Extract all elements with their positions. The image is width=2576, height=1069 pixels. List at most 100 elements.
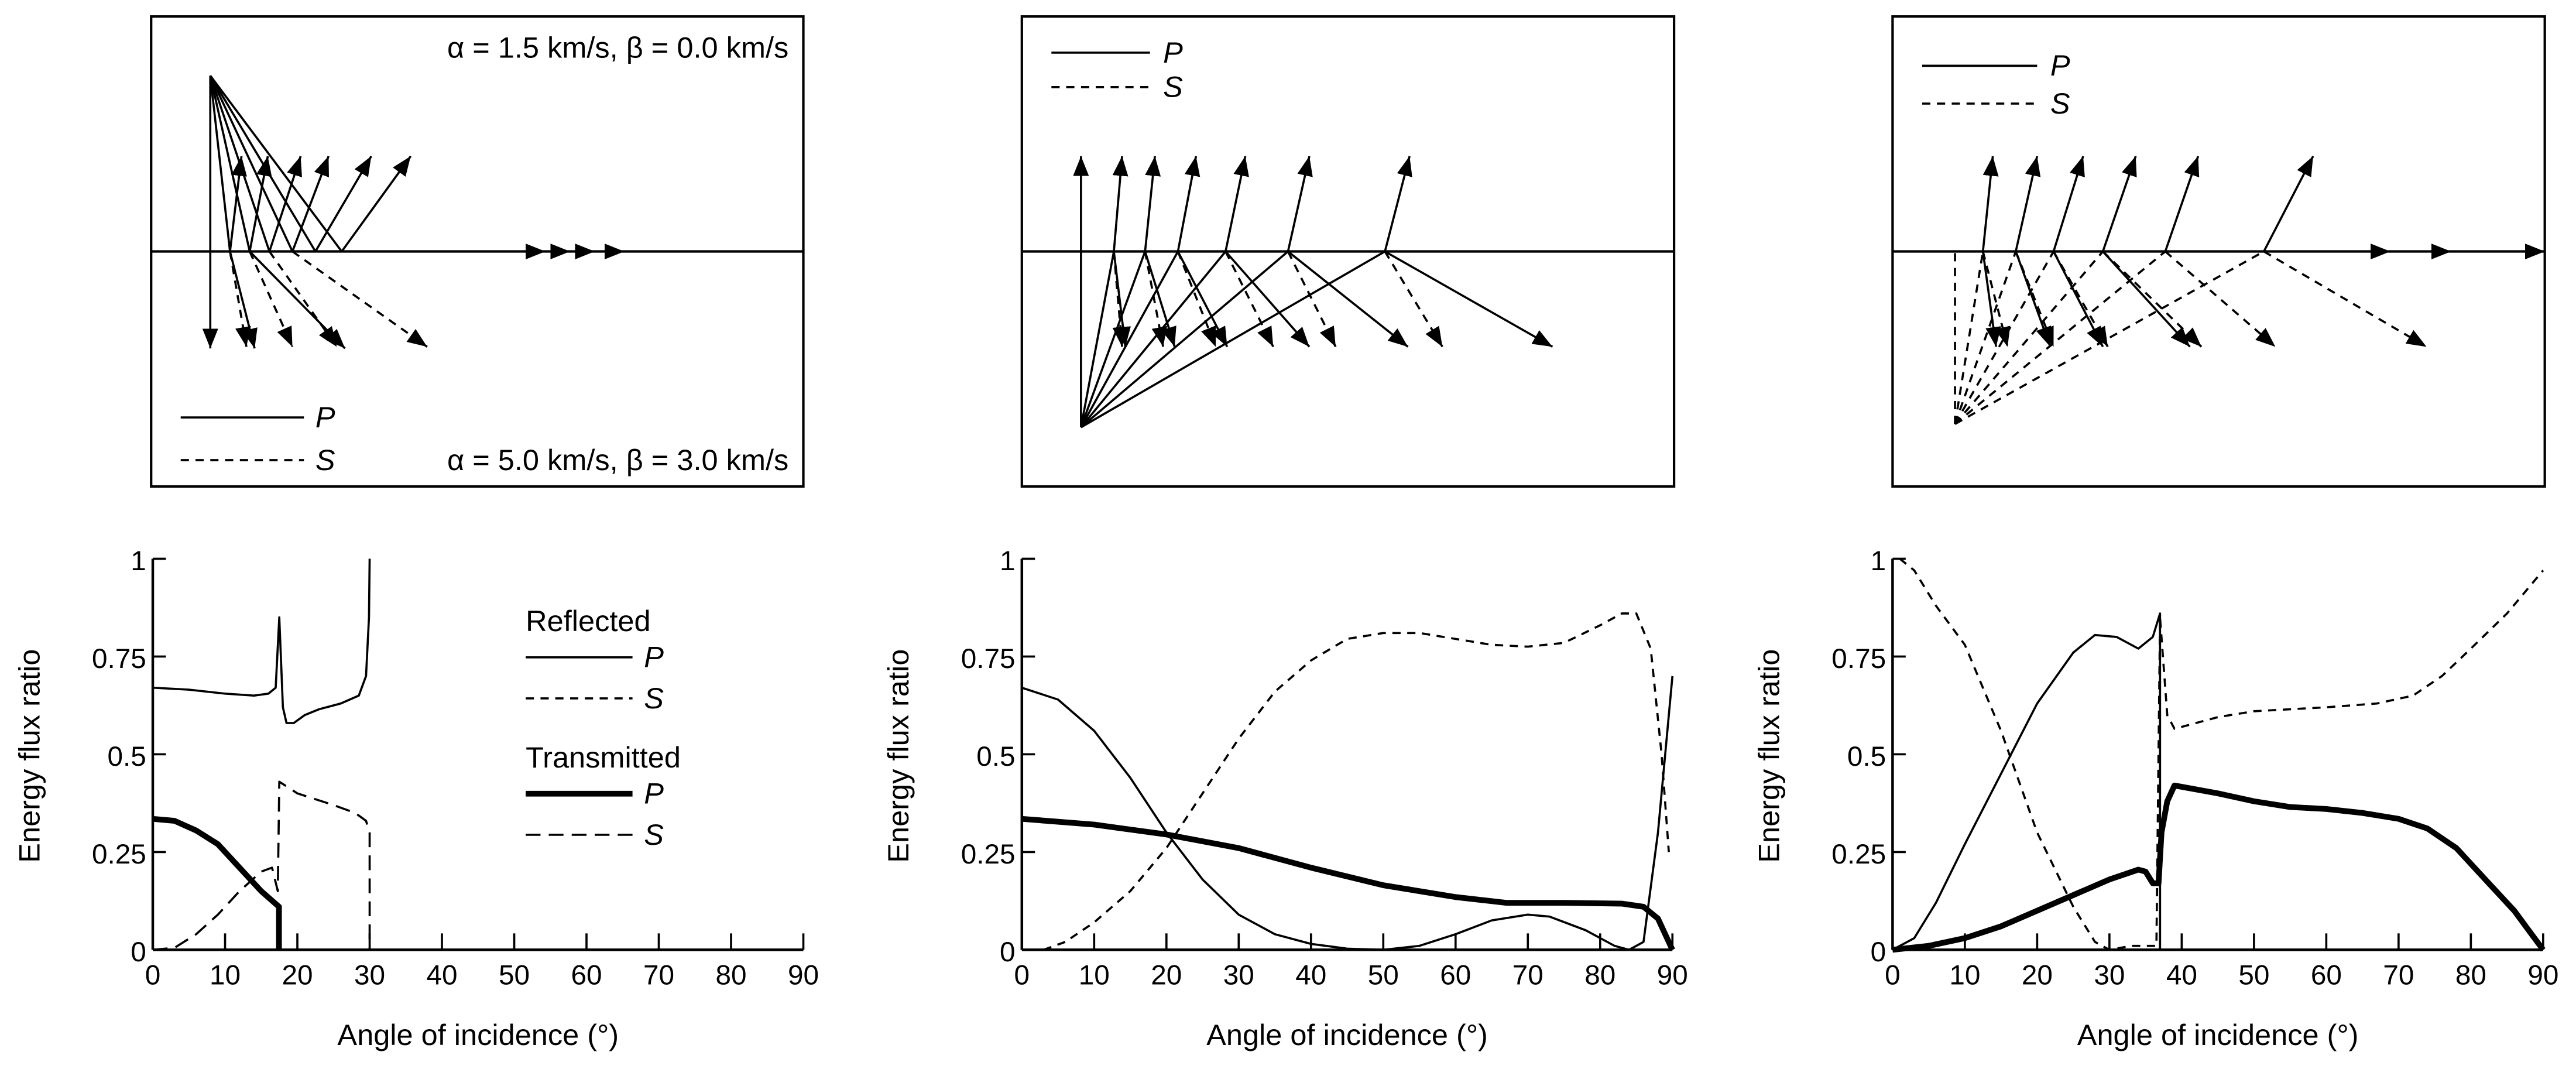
x-tick-label: 40 xyxy=(1295,960,1326,991)
x-tick-label: 20 xyxy=(1151,960,1182,991)
transmitted-p-ray xyxy=(229,251,258,349)
chart-3: 0 10 20 30 40 50 60 70 80 90 0 0.25 0.5 0.75 1 Angle of… xyxy=(1752,546,2559,1051)
incident-s-ray xyxy=(1954,251,2166,425)
reflected-p-ray xyxy=(341,155,412,252)
legend-reflected-heading: Reflected xyxy=(526,604,650,638)
reflected-s-ray xyxy=(2102,251,2203,348)
reflected-s-ray xyxy=(1981,251,2011,347)
x-axis-label: Angle of incidence (°) xyxy=(337,1018,619,1051)
legend-reflected-p: P xyxy=(644,640,664,674)
y-tick-label: 0 xyxy=(131,937,146,968)
y-axis-label: Energy flux ratio xyxy=(12,649,46,863)
reflected-p-ray xyxy=(1287,251,1409,348)
series-transmitted-s xyxy=(152,780,371,951)
y-tick-label: 0.75 xyxy=(961,643,1016,674)
transmitted-p-ray xyxy=(2015,156,2041,252)
incident-ray xyxy=(1080,251,1179,428)
incident-ray xyxy=(1080,251,1115,428)
chart-2: 0 10 20 30 40 50 60 70 80 90 0 0.25 0.5 0.75 1 Angle of… xyxy=(881,546,1688,1051)
diagram3-legend-s: S xyxy=(2050,87,2070,120)
x-tick-label: 60 xyxy=(571,960,602,991)
transmitted-s-ray xyxy=(229,251,251,347)
series-transmitted-p xyxy=(152,816,282,950)
x-tick-label: 30 xyxy=(354,960,385,991)
x-tick-label: 10 xyxy=(1949,960,1980,991)
x-tick-label: 70 xyxy=(1512,960,1543,991)
legend-transmitted-heading: Transmitted xyxy=(526,741,681,774)
reflected-p-ray xyxy=(268,156,302,252)
x-tick-label: 90 xyxy=(1657,960,1688,991)
transmitted-p-ray xyxy=(1176,156,1200,252)
reflected-s-ray xyxy=(2052,251,2109,348)
transmitted-p-ray xyxy=(2164,156,2200,252)
x-tick-label: 20 xyxy=(282,960,313,991)
reflected-p-ray xyxy=(1144,251,1176,347)
reflected-p-ray xyxy=(229,156,247,252)
incident-ray xyxy=(209,75,294,252)
y-tick-label: 0 xyxy=(1000,937,1016,968)
reflected-p-ray xyxy=(1224,251,1311,348)
incident-ray xyxy=(1080,250,1386,429)
chart-legend: Reflected P S Transmitted P S xyxy=(526,604,681,851)
series-reflected-p xyxy=(1021,676,1674,951)
diagram3-legend-p: P xyxy=(2050,49,2070,82)
y-tick-label: 0.25 xyxy=(1831,839,1886,870)
y-tick-label: 0.25 xyxy=(92,839,146,870)
x-tick-label: 40 xyxy=(2166,960,2197,991)
incident-ray xyxy=(209,76,231,252)
reflected-p-ray xyxy=(314,155,372,252)
diagram1-legend-p: P xyxy=(315,400,335,434)
reflected-p-ray xyxy=(1384,250,1553,348)
transmitted-s-ray xyxy=(248,251,294,348)
x-tick-label: 90 xyxy=(788,960,819,991)
x-axis-label: Angle of incidence (°) xyxy=(1206,1018,1488,1051)
x-tick-label: 0 xyxy=(145,960,161,991)
series-reflected-s xyxy=(1899,557,2544,951)
reflected-s-ray xyxy=(1176,251,1217,348)
series-transmitted-p xyxy=(1892,782,2546,953)
y-axis-label: Energy flux ratio xyxy=(1752,649,1786,863)
reflected-s-ray xyxy=(1384,251,1443,348)
x-tick-label: 0 xyxy=(1014,960,1030,991)
reflected-s-ray xyxy=(1287,251,1337,348)
reflected-s-ray xyxy=(2015,251,2055,348)
y-tick-label: 1 xyxy=(1000,546,1016,577)
series-reflected-p xyxy=(152,559,371,724)
x-tick-label: 70 xyxy=(2383,960,2414,991)
x-tick-label: 30 xyxy=(1223,960,1254,991)
ray-diagrams xyxy=(150,15,2546,488)
legend-reflected-s: S xyxy=(644,681,664,715)
lower-medium-velocities: α = 5.0 km/s, β = 3.0 km/s xyxy=(447,443,788,477)
y-tick-label: 0.25 xyxy=(961,839,1016,870)
reflected-p-ray xyxy=(1981,251,2001,347)
legend-transmitted-p: P xyxy=(644,777,664,810)
diagram2-legend-p: P xyxy=(1163,36,1183,69)
y-tick-label: 0.75 xyxy=(92,643,146,674)
y-axis-label: Energy flux ratio xyxy=(881,649,915,863)
incident-s-ray xyxy=(1954,251,1984,424)
transmitted-p-ray xyxy=(249,251,346,350)
y-tick-label: 0.5 xyxy=(976,741,1015,772)
y-tick-label: 0 xyxy=(1871,937,1886,968)
incident-ray xyxy=(1080,251,1227,429)
incident-s-ray xyxy=(1954,251,2017,424)
x-axis-label: Angle of incidence (°) xyxy=(2077,1018,2359,1051)
transmitted-p-ray xyxy=(2101,156,2137,252)
x-tick-label: 50 xyxy=(1368,960,1399,991)
series-transmitted-p xyxy=(1021,816,1675,951)
reflected-s-ray xyxy=(2165,251,2276,348)
x-tick-label: 20 xyxy=(2022,960,2053,991)
transmitted-p-ray xyxy=(2052,156,2085,252)
incident-ray xyxy=(209,75,317,252)
x-tick-label: 0 xyxy=(1885,960,1901,991)
y-tick-label: 1 xyxy=(1871,546,1886,577)
reflected-p-ray xyxy=(1176,251,1229,348)
reflected-s-ray xyxy=(1112,251,1128,347)
incident-s-ray xyxy=(1954,251,2104,425)
x-tick-label: 60 xyxy=(2311,960,2342,991)
y-tick-label: 0.5 xyxy=(107,741,146,772)
reflected-p-ray xyxy=(291,156,330,252)
x-tick-label: 50 xyxy=(499,960,530,991)
x-tick-label: 60 xyxy=(1440,960,1471,991)
